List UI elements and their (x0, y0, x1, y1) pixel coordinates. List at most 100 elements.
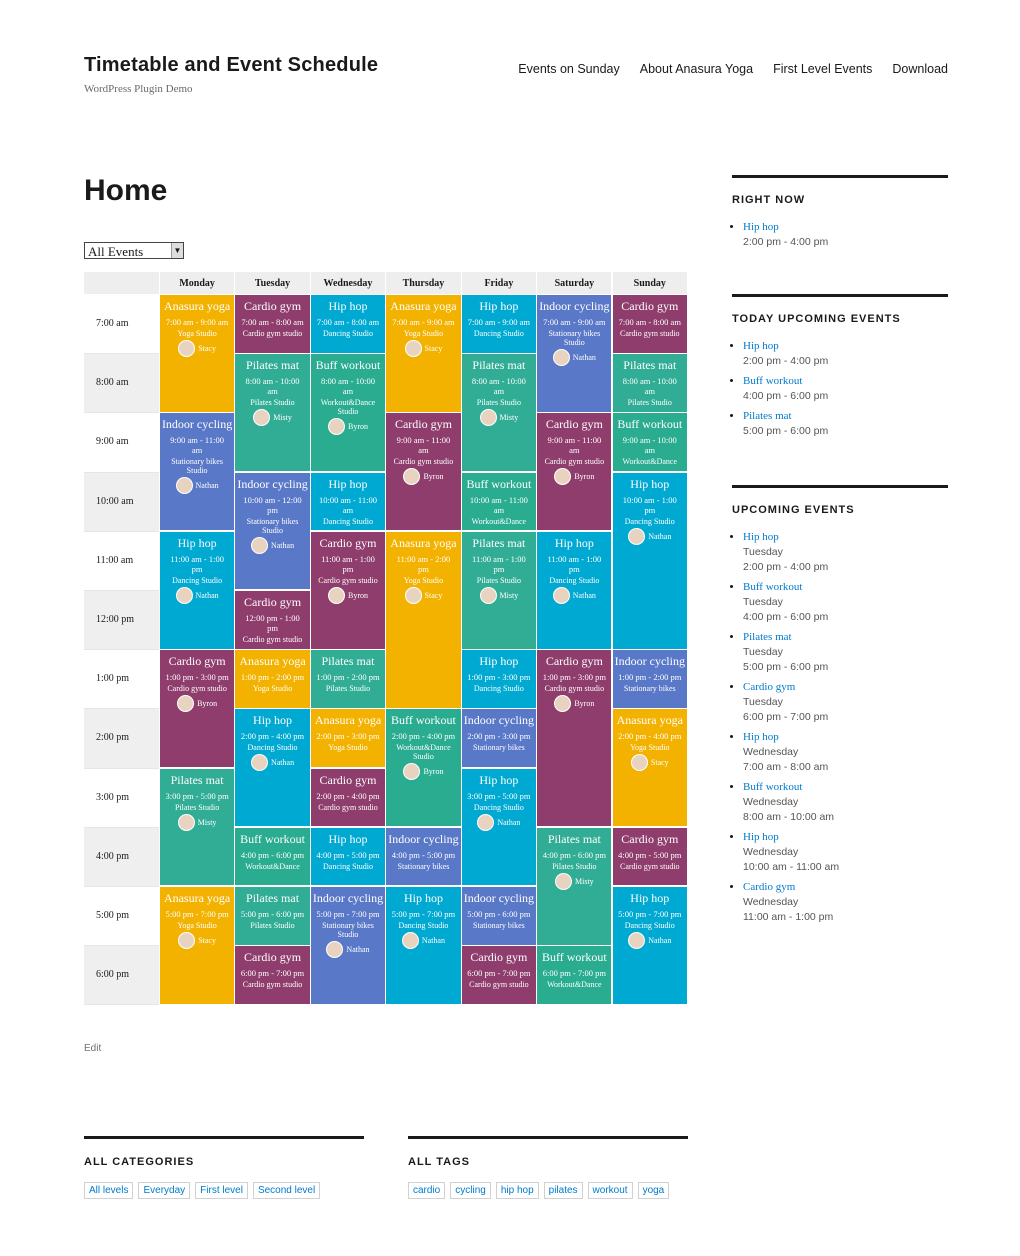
event-block[interactable]: Cardio gym 7:00 am - 8:00 am Cardio gym st… (235, 295, 310, 353)
event-block[interactable]: Cardio gym 7:00 am - 8:00 am Cardio gym st… (612, 295, 687, 353)
event-link[interactable]: Hip hop (743, 731, 779, 743)
event-link[interactable]: Pilates mat (743, 631, 792, 643)
event-block[interactable]: Hip hop 1:00 pm - 3:00 pm Dancing Studio (461, 650, 536, 708)
event-block[interactable]: Indoor cycling 9:00 am - 11:00 am Stationa… (160, 413, 235, 531)
event-block[interactable]: Anasura yoga 7:00 am - 9:00 am Yoga Studio… (386, 295, 461, 412)
event-name: Cardio gym (244, 950, 302, 965)
tag[interactable]: First level (195, 1182, 248, 1199)
event-block[interactable]: Hip hop 10:00 am - 1:00 pm Dancing Studio N… (612, 472, 687, 649)
tag[interactable]: hip hop (495, 1182, 539, 1199)
event-block[interactable]: Buff workout 4:00 pm - 6:00 pm Workout&Dan… (235, 827, 310, 886)
event-block[interactable]: Cardio gym 9:00 am - 11:00 am Cardio gym s… (386, 413, 461, 531)
event-block[interactable]: Buff workout 6:00 pm - 7:00 pm Workout&Dan… (537, 946, 612, 1004)
event-link[interactable]: Buff workout (743, 375, 803, 387)
nav-item[interactable]: Events on Sunday (518, 62, 620, 76)
event-block[interactable]: Hip hop 11:00 am - 1:00 pm Dancing Studio N… (537, 531, 612, 649)
event-block[interactable]: Cardio gym 6:00 pm - 7:00 pm Cardio gym st… (235, 946, 310, 1004)
avatar (326, 941, 344, 958)
event-block[interactable]: Pilates mat 5:00 pm - 6:00 pm Pilates Stud… (235, 887, 310, 945)
event-block[interactable]: Indoor cycling 4:00 pm - 5:00 pm Stationar… (386, 827, 461, 886)
event-block[interactable]: Pilates mat 4:00 pm - 6:00 pm Pilates Stud… (537, 827, 612, 945)
tag[interactable]: Second level (252, 1182, 321, 1199)
event-location: Pilates Studio (174, 802, 220, 812)
site-title[interactable]: Timetable and Event Schedule (84, 54, 379, 76)
event-block[interactable]: Hip hop 5:00 pm - 7:00 pm Dancing Studio Na… (386, 887, 461, 1004)
event-person: Byron (537, 695, 611, 713)
event-block[interactable]: Hip hop 11:00 am - 1:00 pm Dancing Studio N… (160, 531, 235, 649)
tag[interactable]: cardio (408, 1182, 446, 1199)
hour-label: 7:00 am (84, 295, 159, 355)
event-block[interactable]: Anasura yoga 2:00 pm - 4:00 pm Yoga Studio… (612, 709, 687, 827)
event-block[interactable]: Hip hop 7:00 am - 9:00 am Dancing Studio (461, 295, 536, 353)
event-block[interactable]: Anasura yoga 1:00 pm - 2:00 pm Yoga Studio (235, 650, 310, 708)
event-block[interactable]: Indoor cycling 7:00 am - 9:00 am Stationar… (537, 295, 612, 412)
event-block[interactable]: Cardio gym 6:00 pm - 7:00 pm Cardio gym st… (461, 946, 536, 1004)
event-block[interactable]: Cardio gym 9:00 am - 11:00 am Cardio gym s… (537, 413, 612, 531)
event-block[interactable]: Hip hop 2:00 pm - 4:00 pm Dancing Studio Na… (235, 709, 310, 827)
event-block[interactable]: Pilates mat 8:00 am - 10:00 am Pilates Stu… (461, 354, 536, 472)
event-block[interactable]: Indoor cycling 10:00 am - 12:00 pm Station… (235, 472, 310, 590)
event-block[interactable]: Pilates mat 3:00 pm - 5:00 pm Pilates Stud… (160, 768, 235, 886)
event-time: 7:00 am - 9:00 am (543, 317, 606, 327)
event-link[interactable]: Hip hop (743, 831, 779, 843)
event-location: Dancing Studio (624, 516, 675, 526)
event-block[interactable]: Hip hop 10:00 am - 11:00 am Dancing Studio (310, 472, 386, 531)
event-link[interactable]: Cardio gym (743, 881, 796, 893)
event-block[interactable]: Cardio gym 1:00 pm - 3:00 pm Cardio gym st… (537, 650, 612, 827)
event-link[interactable]: Buff workout (743, 581, 803, 593)
widget-title: ALL CATEGORIES (84, 1156, 195, 1168)
event-block[interactable]: Buff workout 2:00 pm - 4:00 pm Workout&Dan… (386, 709, 461, 827)
tag[interactable]: All levels (84, 1182, 134, 1199)
event-link[interactable]: Hip hop (743, 531, 779, 543)
event-name: Hip hop (328, 299, 368, 313)
event-block[interactable]: Indoor cycling 5:00 pm - 7:00 pm Stationar… (310, 887, 386, 1004)
event-link[interactable]: Pilates mat (743, 410, 792, 422)
event-block[interactable]: Pilates mat 11:00 am - 1:00 pm Pilates Stu… (461, 531, 536, 649)
event-block[interactable]: Buff workout 9:00 am - 10:00 am Workout&Da… (612, 413, 687, 472)
tag[interactable]: yoga (637, 1182, 670, 1199)
event-time: 2:00 pm - 4:00 pm (743, 236, 829, 248)
event-name: Anasura yoga (314, 713, 382, 728)
event-block[interactable]: Hip hop 3:00 pm - 5:00 pm Dancing Studio Na… (461, 768, 536, 886)
event-block[interactable]: Anasura yoga 2:00 pm - 3:00 pm Yoga Studio (310, 709, 386, 768)
event-link[interactable]: Cardio gym (743, 681, 796, 693)
event-time: 5:00 pm - 7:00 pm (618, 909, 682, 919)
event-block[interactable]: Anasura yoga 11:00 am - 2:00 pm Yoga Studi… (386, 531, 461, 708)
nav-item[interactable]: About Anasura Yoga (639, 62, 754, 76)
tag[interactable]: workout (587, 1182, 633, 1199)
event-block[interactable]: Pilates mat 8:00 am - 10:00 am Pilates Stu… (235, 354, 310, 472)
event-block[interactable]: Anasura yoga 5:00 pm - 7:00 pm Yoga Studio… (160, 887, 235, 1004)
event-block[interactable]: Indoor cycling 2:00 pm - 3:00 pm Stationar… (461, 709, 536, 768)
event-name: Pilates mat (472, 358, 526, 373)
event-name: Pilates mat (246, 358, 300, 373)
event-block[interactable]: Indoor cycling 5:00 pm - 6:00 pm Stationar… (461, 887, 536, 945)
filter-select[interactable]: All Events ▼ (84, 242, 184, 259)
event-block[interactable]: Anasura yoga 7:00 am - 9:00 am Yoga Studio… (160, 295, 235, 412)
event-block[interactable]: Buff workout 10:00 am - 11:00 am Workout&D… (461, 472, 536, 531)
event-block[interactable]: Buff workout 8:00 am - 10:00 am Workout&Da… (310, 354, 386, 472)
nav-item[interactable]: First Level Events (773, 62, 873, 76)
event-block[interactable]: Indoor cycling 1:00 pm - 2:00 pm Stationar… (612, 650, 687, 708)
tag[interactable]: cycling (450, 1182, 491, 1199)
event-link[interactable]: Hip hop (743, 221, 779, 233)
event-block[interactable]: Cardio gym 2:00 pm - 4:00 pm Cardio gym st… (310, 768, 386, 827)
event-link[interactable]: Buff workout (743, 781, 803, 793)
event-block[interactable]: Pilates mat 8:00 am - 10:00 am Pilates Stu… (612, 354, 687, 412)
avatar (403, 763, 421, 781)
event-block[interactable]: Pilates mat 1:00 pm - 2:00 pm Pilates Stud… (310, 650, 386, 708)
nav-item[interactable]: Download (892, 62, 948, 76)
event-block[interactable]: Hip hop 7:00 am - 8:00 am Dancing Studio (310, 295, 386, 353)
event-block[interactable]: Cardio gym 12:00 pm - 1:00 pm Cardio gym s… (235, 591, 310, 649)
event-block[interactable]: Cardio gym 4:00 pm - 5:00 pm Cardio gym st… (612, 827, 687, 886)
event-location: Yoga Studio (177, 329, 217, 338)
tag[interactable]: Everyday (138, 1182, 191, 1199)
tag[interactable]: pilates (543, 1182, 583, 1199)
event-block[interactable]: Hip hop 5:00 pm - 7:00 pm Dancing Studio Na… (612, 887, 687, 1004)
edit-link[interactable]: Edit (84, 1043, 102, 1054)
page-title: Home (84, 174, 168, 207)
event-block[interactable]: Hip hop 4:00 pm - 5:00 pm Dancing Studio (310, 827, 386, 886)
event-link[interactable]: Hip hop (743, 340, 779, 352)
event-block[interactable]: Cardio gym 11:00 am - 1:00 pm Cardio gym s… (310, 531, 386, 649)
event-block[interactable]: Cardio gym 1:00 pm - 3:00 pm Cardio gym st… (160, 650, 235, 768)
person-name: Nathan (648, 531, 672, 541)
